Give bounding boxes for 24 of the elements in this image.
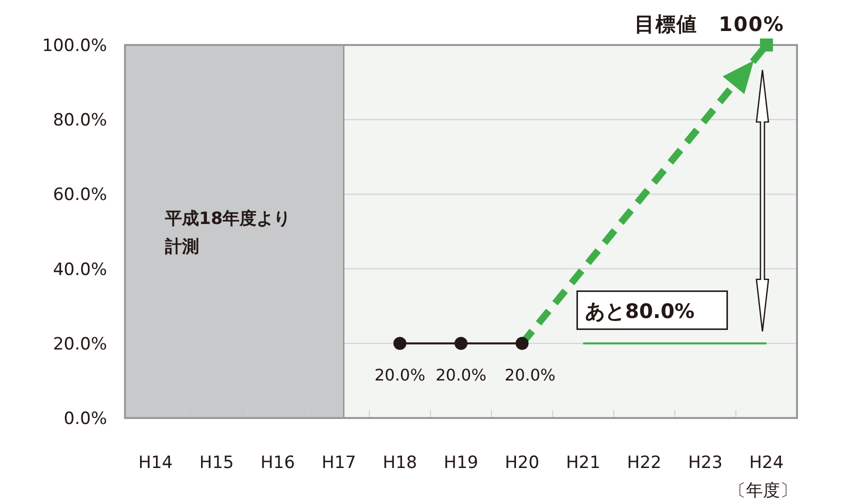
data-label: 20.0% bbox=[504, 365, 556, 384]
x-tick-label: H17 bbox=[322, 453, 356, 473]
x-tick-label: H19 bbox=[444, 453, 478, 473]
y-tick-label: 0.0% bbox=[64, 409, 107, 429]
x-tick-label: H23 bbox=[688, 453, 723, 473]
x-tick-label: H18 bbox=[382, 453, 418, 473]
x-tick-label: H22 bbox=[627, 453, 662, 473]
x-axis-title: 〔年度〕 bbox=[729, 481, 797, 501]
y-tick-label: 80.0% bbox=[52, 110, 107, 131]
x-tick-label: H24 bbox=[749, 453, 784, 473]
y-tick-label: 20.0% bbox=[52, 334, 107, 354]
data-label: 20.0% bbox=[374, 365, 426, 384]
annotation: あと80.0% bbox=[585, 299, 695, 324]
x-tick-label: H15 bbox=[199, 453, 234, 473]
x-tick-label: H21 bbox=[566, 453, 600, 473]
x-tick-label: H14 bbox=[138, 453, 173, 473]
y-tick-label: 100.0% bbox=[42, 36, 107, 56]
y-tick-label: 40.0% bbox=[52, 260, 107, 280]
x-tick-label: H16 bbox=[260, 453, 295, 473]
band-label: 平成18年度より計測 bbox=[164, 209, 291, 258]
data-label: 20.0% bbox=[436, 365, 486, 384]
x-tick-label: H20 bbox=[504, 453, 540, 473]
annotation: 目標値 100% bbox=[634, 12, 784, 36]
y-tick-label: 60.0% bbox=[52, 185, 107, 206]
